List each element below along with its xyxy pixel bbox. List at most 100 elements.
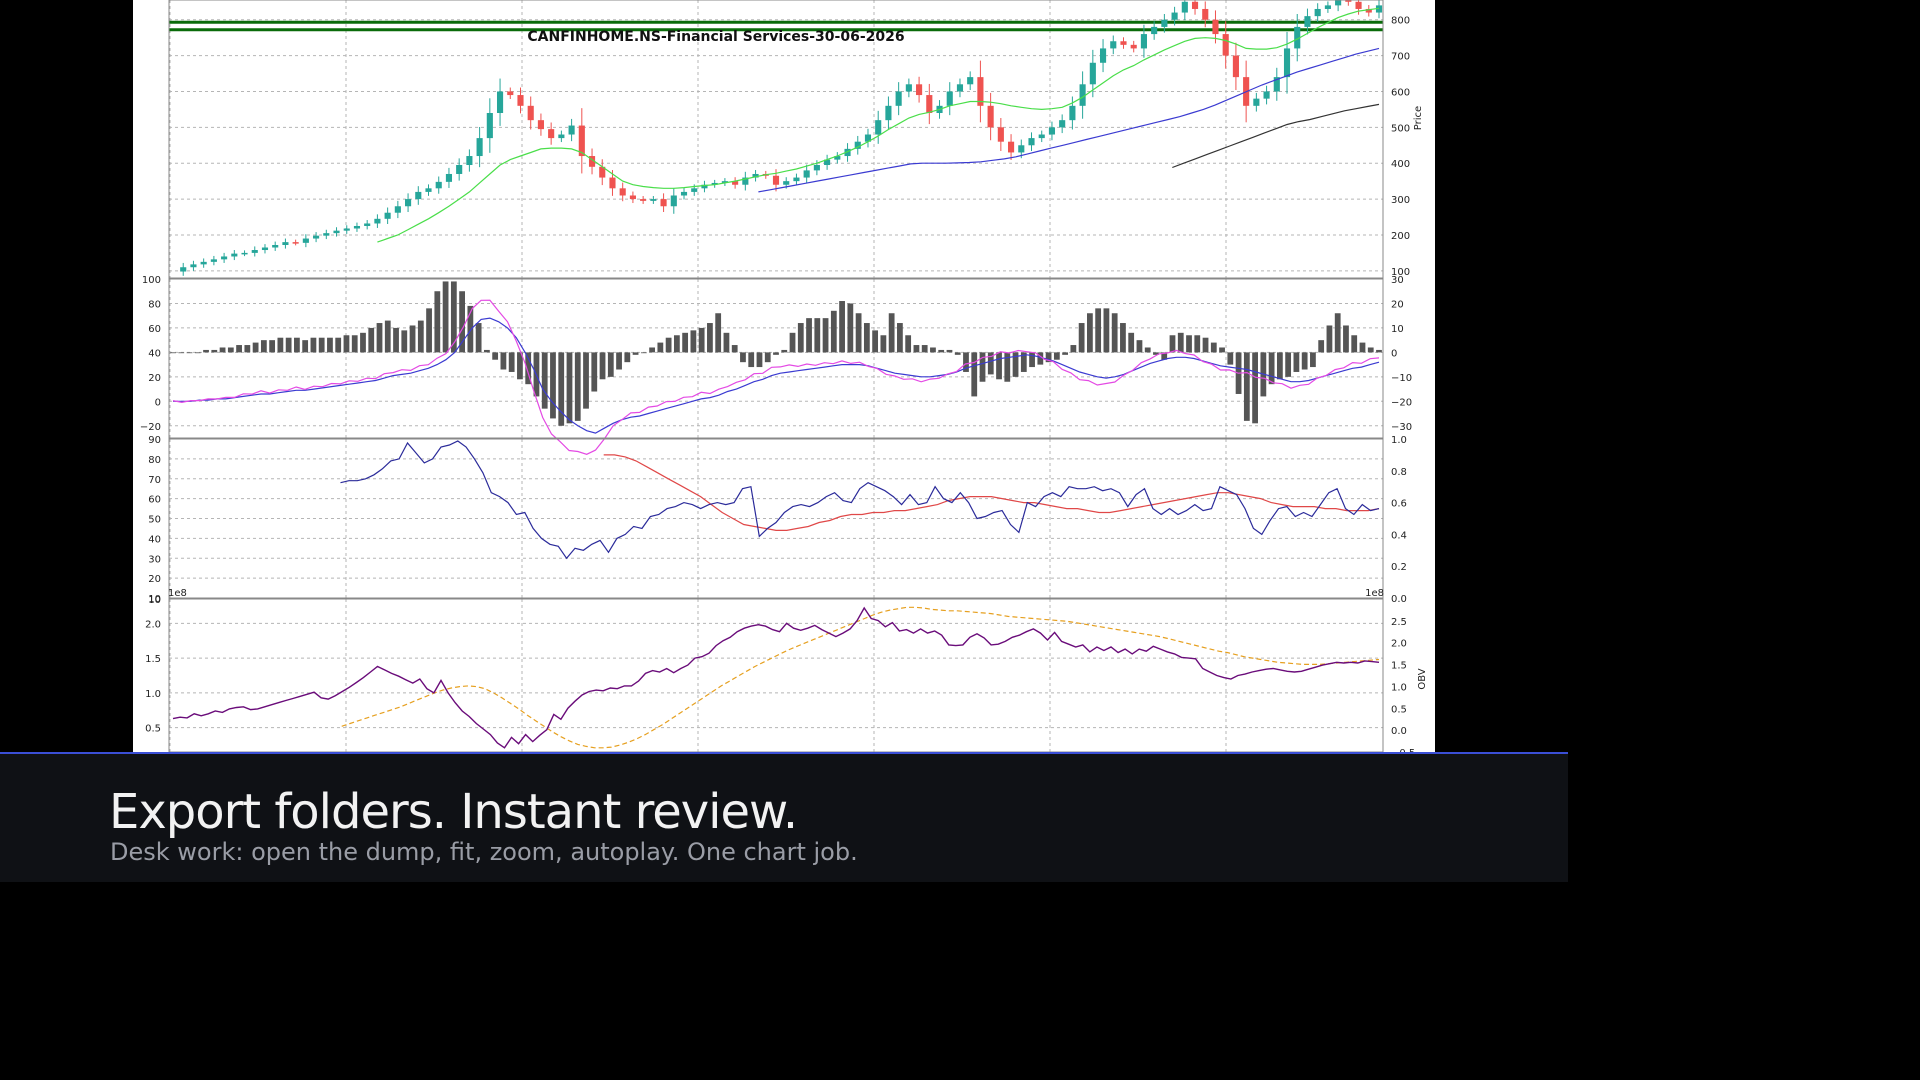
macd-histogram-bar	[294, 337, 300, 353]
candle-body	[854, 141, 861, 149]
macd-histogram-bar	[1136, 340, 1143, 353]
macd-histogram-bar	[550, 352, 556, 419]
macd-histogram-bar	[1111, 313, 1118, 353]
macd-histogram-bar	[492, 352, 499, 360]
candle-body	[629, 195, 636, 200]
macd-histogram-bar	[260, 340, 267, 353]
rsi-left-tick-label: 50	[148, 515, 161, 526]
candle-body	[1038, 134, 1045, 139]
macd-histogram-bar	[434, 291, 441, 353]
macd-histogram-bar	[971, 352, 978, 397]
macd-histogram-bar	[632, 352, 639, 355]
candle-body	[977, 77, 984, 106]
rsi-left-tick-label: 60	[148, 495, 161, 506]
macd-histogram-bar	[888, 313, 895, 353]
macd-right-tick-label: 20	[1391, 299, 1404, 310]
macd-histogram-bar	[665, 337, 672, 353]
macd-histogram-bar	[227, 347, 234, 353]
candle-body	[364, 223, 371, 226]
macd-left-tick-label: 20	[148, 373, 161, 384]
candle-body	[803, 170, 810, 178]
macd-histogram-bar	[1210, 342, 1217, 353]
rsi-left-tick-label: 70	[148, 475, 161, 486]
macd-histogram-bar	[583, 352, 589, 409]
macd-histogram-bar	[715, 313, 722, 353]
macd-histogram-bar	[1062, 352, 1069, 355]
candle-body	[997, 127, 1004, 142]
candle-body	[660, 199, 667, 207]
macd-histogram-bar	[360, 332, 366, 353]
candle-body	[732, 181, 739, 185]
macd-histogram-bar	[417, 320, 424, 353]
candle-body	[1232, 55, 1239, 78]
candle-body	[517, 95, 524, 106]
macd-histogram-bar	[690, 330, 697, 353]
candle-body	[875, 120, 882, 135]
candle-body	[1110, 41, 1117, 49]
candle-body	[527, 105, 534, 121]
candle-body	[190, 264, 197, 268]
candle-body	[353, 225, 361, 229]
macd-histogram-bar	[1004, 352, 1011, 382]
macd-histogram-bar	[930, 347, 936, 353]
macd-histogram-bar	[938, 349, 945, 353]
candle-body	[956, 84, 964, 92]
candle-body	[946, 91, 953, 106]
macd-histogram-bar	[640, 352, 647, 354]
candle-body	[824, 159, 831, 166]
price-tick-label: 400	[1391, 159, 1410, 170]
candle-body	[507, 91, 514, 96]
macd-histogram-bar	[963, 352, 969, 372]
macd-histogram-bar	[302, 340, 309, 353]
candle-body	[1069, 105, 1076, 121]
macd-histogram-bar	[508, 352, 515, 372]
sma-fast-line	[377, 7, 1380, 243]
price-tick-label: 700	[1391, 52, 1410, 63]
macd-histogram-bar	[1243, 352, 1250, 421]
macd-histogram-bar	[855, 313, 862, 353]
macd-histogram-bar	[335, 337, 342, 353]
candle-body	[1345, 0, 1352, 2]
macd-histogram-bar	[211, 349, 218, 353]
candle-body	[588, 156, 596, 167]
candle-body	[568, 125, 575, 135]
candle-body	[435, 181, 442, 189]
obv-right-multiplier: 1e8	[1365, 588, 1384, 599]
macd-histogram-bar	[723, 332, 730, 353]
candle-body	[405, 199, 412, 207]
candle-body	[1008, 141, 1015, 153]
price-tick-label: 500	[1391, 123, 1410, 134]
candle-body	[302, 238, 309, 243]
macd-histogram-bar	[186, 352, 193, 354]
macd-histogram-bar	[756, 352, 763, 368]
macd-histogram-bar	[219, 347, 226, 353]
macd-left-tick-label: 0	[155, 397, 161, 408]
macd-histogram-bar	[236, 345, 242, 353]
macd-histogram-bar	[872, 330, 879, 353]
macd-histogram-bar	[517, 352, 523, 380]
candle-body	[783, 181, 790, 185]
macd-histogram-bar	[599, 352, 606, 380]
macd-histogram-bar	[847, 303, 854, 353]
macd-histogram-bar	[409, 325, 416, 353]
price-tick-label: 200	[1391, 231, 1410, 242]
macd-histogram-bar	[1351, 335, 1358, 353]
candle-body	[916, 84, 923, 96]
macd-histogram-bar	[996, 352, 1002, 380]
macd-histogram-bar	[1070, 345, 1077, 353]
obv-right-tick-label: 0.5	[1391, 704, 1407, 715]
macd-histogram-bar	[541, 352, 548, 409]
candle-body	[926, 95, 933, 113]
candle-body	[691, 188, 698, 192]
macd-histogram-bar	[979, 352, 986, 382]
candle-body	[384, 212, 391, 219]
macd-histogram-bar	[500, 352, 507, 370]
obv-right-tick-label: 1.0	[1391, 682, 1407, 693]
candle-body	[221, 256, 228, 260]
panel-frame	[168, 278, 1384, 439]
candle-body	[241, 252, 248, 255]
candle-body	[200, 261, 207, 265]
macd-histogram-bar	[1020, 352, 1027, 372]
macd-histogram-bar	[1169, 335, 1176, 353]
